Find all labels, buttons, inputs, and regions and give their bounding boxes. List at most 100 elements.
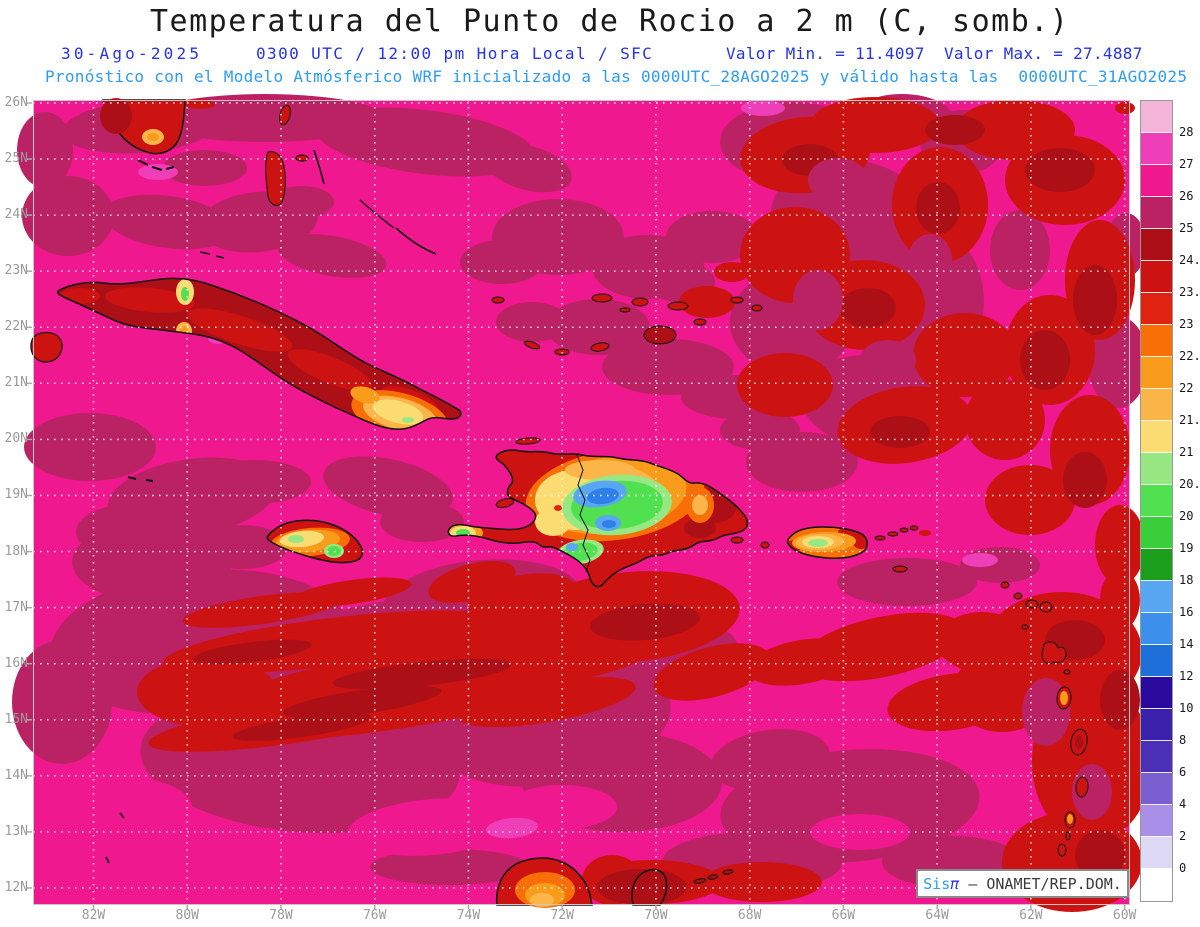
colorbar-cell [1141, 229, 1172, 261]
value-min: Valor Min. = 11.4097 [726, 44, 925, 63]
haiti-dr-border [576, 454, 591, 573]
colorbar-tick-label: 26 [1179, 189, 1194, 203]
watermark-pi-symbol: π [950, 874, 960, 893]
watermark-text: — ONAMET/REP.DOM. [959, 874, 1122, 893]
gonave-island [495, 497, 515, 509]
lat-label: 19N [4, 487, 28, 503]
colorbar-tick-label: 23 [1179, 317, 1194, 331]
colorbar-tick-label: 22.5 [1179, 349, 1200, 363]
lat-label: 14N [4, 767, 28, 783]
colorbar-tick-label: 4 [1179, 797, 1187, 811]
lat-label: 20N [4, 431, 28, 447]
map-canvas [12, 94, 1152, 912]
model-init-line: Pronóstico con el Modelo Atmósferico WRF… [45, 67, 1188, 86]
colorbar-cell [1141, 485, 1172, 517]
lesser-antilles-islands [874, 525, 1089, 857]
colorbar-cell [1141, 549, 1172, 581]
jamaica-landmass [266, 519, 364, 564]
colorbar-tick-label: 0 [1179, 861, 1187, 875]
tortuga-island [515, 437, 541, 445]
lat-label: 13N [4, 823, 28, 839]
colorbar-tick-label: 24.5 [1179, 253, 1200, 267]
lon-label: 60W [1112, 908, 1137, 923]
lat-label: 15N [4, 711, 28, 727]
colorbar-tick-label: 18 [1179, 573, 1194, 587]
lon-label: 64W [925, 908, 949, 923]
forecast-date: 30-Ago-2025 [61, 44, 203, 63]
colorbar-tick-label: 21 [1179, 445, 1194, 459]
colorbar-cell [1141, 133, 1172, 165]
lon-label: 74W [456, 908, 481, 923]
colorbar-cell [1141, 709, 1172, 741]
colorbar-tick-label: 23.5 [1179, 285, 1200, 299]
colorbar-cell [1141, 421, 1172, 453]
lat-label: 18N [4, 543, 28, 559]
mona-island [760, 541, 770, 549]
forecast-time: 0300 UTC / 12:00 pm Hora Local / SFC [256, 44, 654, 63]
colorbar-tick-label: 12 [1179, 669, 1194, 683]
grid-dotted-lines [33, 100, 1130, 905]
colorbar-tick-label: 21.5 [1179, 413, 1200, 427]
lat-label: 16N [4, 655, 28, 671]
colorbar-cell [1141, 741, 1172, 773]
colorbar-cell [1141, 197, 1172, 229]
watermark-brand: Sis [923, 874, 951, 893]
colorbar-tick-label: 2 [1179, 829, 1187, 843]
colorbar-tick-label: 10 [1179, 701, 1194, 715]
colorbar-tick-label: 20 [1179, 509, 1194, 523]
cayman-islands [127, 476, 154, 482]
colorbar-cell [1141, 101, 1172, 133]
lat-label: 21N [4, 375, 28, 391]
isla-juventud [30, 331, 63, 363]
colorbar-cell [1141, 453, 1172, 485]
lat-label: 23N [4, 263, 28, 279]
florida-keys [137, 159, 175, 171]
colorbar-cell [1141, 293, 1172, 325]
colorbar-tick-label: 28 [1179, 125, 1194, 139]
lat-label: 24N [4, 207, 28, 223]
colorbar-cell [1141, 517, 1172, 549]
puerto-rico-landmass [760, 526, 868, 559]
colorbar-cell [1141, 261, 1172, 293]
watermark-badge: Sis π — ONAMET/REP.DOM. [916, 869, 1129, 898]
lon-label: 78W [269, 908, 293, 923]
lat-label: 26N [4, 95, 28, 110]
colorbar [1140, 100, 1173, 902]
providencia-san-andres [105, 812, 125, 864]
colorbar-tick-label: 22 [1179, 381, 1194, 395]
colorbar-cell [1141, 165, 1172, 197]
lat-label: 25N [4, 151, 28, 167]
colorbar-tick-label: 27 [1179, 157, 1194, 171]
lon-label: 80W [175, 908, 199, 923]
axis-ticks [26, 102, 1126, 909]
page-title: Temperatura del Punto de Rocio a 2 m (C,… [150, 4, 1070, 39]
lon-label: 62W [1019, 908, 1043, 923]
lon-label: 66W [831, 908, 856, 923]
colorbar-cell [1141, 645, 1172, 677]
colorbar-cell [1141, 677, 1172, 709]
colorbar-tick-label: 8 [1179, 733, 1187, 747]
colorbar-cell [1141, 325, 1172, 357]
value-max: Valor Max. = 27.4887 [944, 44, 1143, 63]
colorbar-cell [1141, 805, 1172, 837]
lon-label: 68W [737, 908, 762, 923]
saona-island [730, 536, 744, 544]
colorbar-cell [1141, 581, 1172, 613]
colorbar-cell [1141, 837, 1172, 869]
abc-islands [693, 869, 734, 884]
colorbar-tick-label: 14 [1179, 637, 1194, 651]
lon-label: 72W [550, 908, 574, 923]
lon-label: 70W [644, 908, 668, 923]
sea-pink-holes [52, 777, 910, 856]
sea-crimson-mottle [793, 158, 1112, 820]
south-coast-landmasses [105, 812, 734, 908]
colorbar-cell [1141, 613, 1172, 645]
colorbar-cell [1141, 773, 1172, 805]
lat-label: 22N [4, 319, 28, 335]
florida-landmass [100, 98, 186, 171]
colorbar-tick-label: 20.5 [1179, 477, 1200, 491]
colorbar-tick-label: 6 [1179, 765, 1187, 779]
colorbar-cell [1141, 869, 1172, 901]
lon-label: 76W [362, 908, 387, 923]
